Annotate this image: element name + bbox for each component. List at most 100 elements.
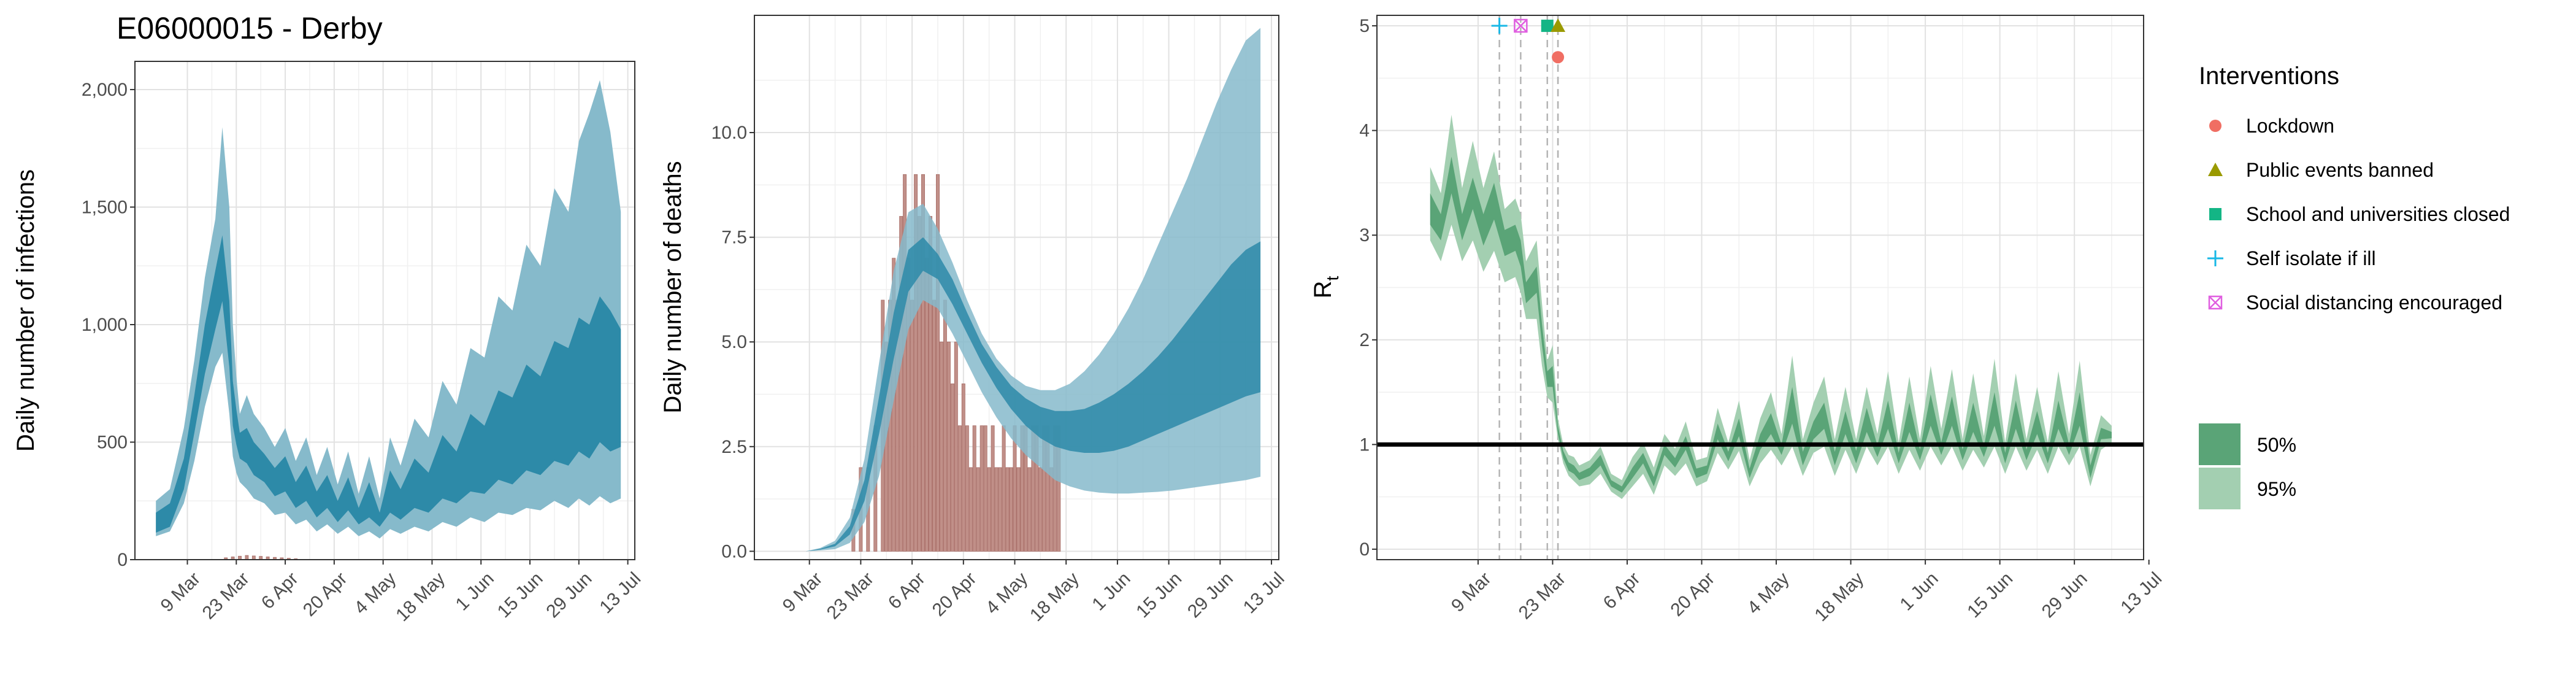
rt-grid <box>1377 15 2144 560</box>
deaths-observed-bar <box>951 384 954 551</box>
legend-key-plus <box>2207 250 2223 266</box>
deaths-x-tick-label: 6 Apr <box>884 568 929 613</box>
infections-x-tick-label: 6 Apr <box>258 568 302 613</box>
legend-key-square <box>2209 208 2221 220</box>
deaths-observed-bar <box>1039 468 1042 552</box>
infections-y-tick-label: 0 <box>117 550 128 570</box>
legend-interval-label: 50% <box>2257 434 2296 456</box>
infections-x-tick-label: 9 Mar <box>157 568 205 616</box>
rt-y-tick-label: 3 <box>1359 225 1370 245</box>
deaths-observed-bar <box>954 342 957 551</box>
rt-x-tick-label: 18 May <box>1811 568 1868 625</box>
deaths-observed-bar <box>969 468 972 552</box>
legend-key-square-cross <box>2209 296 2221 309</box>
deaths-y-tick-label: 0.0 <box>721 541 747 561</box>
deaths-y-tick-label: 2.5 <box>721 437 747 457</box>
deaths-observed-bar <box>1010 468 1013 552</box>
deaths-y-axis-label: Daily number of deaths <box>659 161 686 413</box>
legend-item-label: Lockdown <box>2246 115 2334 137</box>
deaths-observed-bar <box>962 384 965 551</box>
legend-key-circle <box>2209 120 2221 132</box>
deaths-observed-bar <box>1006 468 1009 552</box>
legend-swatch-50pct <box>2199 423 2241 465</box>
rt-y-tick-label: 5 <box>1359 16 1370 36</box>
rt-x-tick-label: 15 Jun <box>1963 568 2017 622</box>
deaths-x-tick-label: 23 Mar <box>823 568 878 623</box>
deaths-x-tick-label: 15 Jun <box>1132 568 1186 622</box>
rt-y-axis-label-subscript: t <box>1323 276 1342 280</box>
infections-x-tick-label: 15 Jun <box>494 568 547 622</box>
infections-y-tick-label: 2,000 <box>82 80 128 100</box>
deaths-observed-bar <box>1050 468 1053 552</box>
deaths-panel: 9 Mar23 Mar 6 Apr 20 Apr 4 May18 May 1 Jun15… <box>659 15 1289 625</box>
legend-item-label: Social distancing encouraged <box>2246 291 2502 314</box>
rt-x-tick-label: 9 Mar <box>1447 568 1495 616</box>
deaths-observed-bar <box>958 426 961 552</box>
infections-y-tick-label: 1,500 <box>82 197 128 217</box>
deaths-y-tick-label: 10.0 <box>711 123 747 143</box>
deaths-x-tick-label: 1 Jun <box>1088 568 1134 614</box>
deaths-y-tick-label: 7.5 <box>721 228 747 248</box>
infections-x-tick-label: 18 May <box>392 568 449 625</box>
deaths-observed-bar <box>947 342 950 551</box>
deaths-observed-bar <box>943 300 946 551</box>
legend-item-label: Self isolate if ill <box>2246 247 2376 269</box>
rt-y-tick-label: 4 <box>1359 121 1370 141</box>
deaths-x-tick-label: 4 May <box>982 568 1032 618</box>
rt-x-tick-label: 1 Jun <box>1896 568 1942 614</box>
deaths-observed-bar <box>911 300 914 551</box>
deaths-observed-bar <box>987 468 991 552</box>
rt-x-tick-label: 4 May <box>1744 568 1793 618</box>
legend-interval-label: 95% <box>2257 478 2296 500</box>
deaths-observed-bar <box>999 468 1002 552</box>
legend-title: Interventions <box>2199 63 2339 90</box>
deaths-observed-bar <box>976 468 979 552</box>
deaths-observed-bar <box>995 468 998 552</box>
rt-y-axis-label-main: R <box>1309 280 1336 298</box>
rt-y-tick-label: 1 <box>1359 434 1370 455</box>
legend: Interventions Lockdown Public events bann… <box>2199 63 2510 509</box>
legend-swatch-95pct <box>2199 468 2241 509</box>
rt-x-tick-label: 13 Jul <box>2117 568 2166 617</box>
infections-x-tick-label: 20 Apr <box>299 568 351 620</box>
rt-x-tick-label: 23 Mar <box>1515 568 1570 623</box>
infections-y-tick-label: 500 <box>97 432 128 452</box>
rt-marker-circle <box>1552 51 1564 63</box>
deaths-x-tick-label: 20 Apr <box>929 568 981 620</box>
rt-x-tick-label: 29 Jun <box>2038 568 2091 622</box>
rt-x-tick-label: 20 Apr <box>1667 568 1719 620</box>
deaths-observed-bar <box>984 426 987 552</box>
deaths-x-tick-label: 29 Jun <box>1184 568 1237 622</box>
deaths-x-tick-label: 18 May <box>1026 568 1083 625</box>
deaths-observed-bar <box>1002 426 1005 552</box>
legend-item-label: Public events banned <box>2246 159 2434 181</box>
deaths-observed-bar <box>1028 468 1031 552</box>
deaths-observed-bar <box>991 426 994 552</box>
rt-panel: 9 Mar 23 Mar 6 Apr 20 Apr 4 May 18 May 1 Jun 15… <box>1309 15 2166 625</box>
deaths-observed-bar <box>1013 426 1016 552</box>
infections-x-tick-label: 1 Jun <box>452 568 498 614</box>
infections-observed-bar <box>245 555 248 560</box>
deaths-x-tick-label: 9 Mar <box>779 568 827 616</box>
legend-item-label: School and universities closed <box>2246 203 2510 225</box>
infections-x-tick-label: 23 Mar <box>199 568 253 623</box>
infections-x-tick-label: 13 Jul <box>596 568 645 617</box>
rt-y-tick-label: 2 <box>1359 330 1370 350</box>
rt-y-tick-label: 0 <box>1359 539 1370 560</box>
deaths-observed-bar <box>965 426 968 552</box>
deaths-y-tick-label: 5.0 <box>721 332 747 352</box>
deaths-observed-bar <box>980 426 983 552</box>
infections-y-tick-label: 1,000 <box>82 315 128 335</box>
deaths-x-tick-label: 13 Jul <box>1240 568 1289 617</box>
deaths-observed-bar <box>1017 468 1020 552</box>
legend-key-triangle <box>2208 163 2223 176</box>
figure-title: E06000015 - Derby <box>117 11 383 45</box>
infections-x-tick-label: 29 Jun <box>542 568 596 622</box>
deaths-observed-bar <box>973 426 976 552</box>
rt-x-tick-label: 6 Apr <box>1600 568 1644 613</box>
rt-y-axis-label: Rt <box>1309 276 1342 298</box>
infections-y-axis-label: Daily number of infections <box>12 169 39 452</box>
deaths-observed-bar <box>932 300 935 551</box>
